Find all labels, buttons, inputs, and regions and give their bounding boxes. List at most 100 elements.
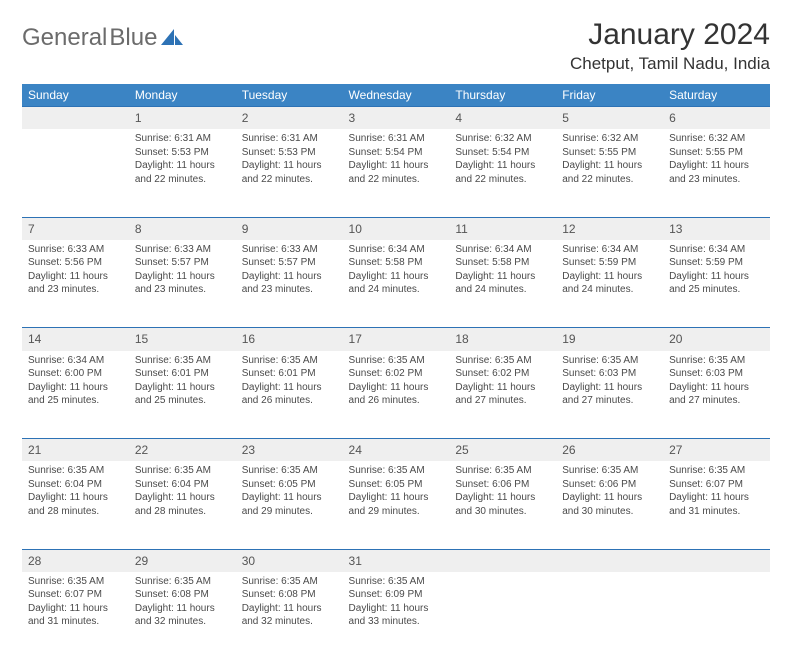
day-number-cell: 7 xyxy=(22,217,129,240)
cell-sunrise: Sunrise: 6:32 AM xyxy=(669,132,764,146)
cell-day1: Daylight: 11 hours xyxy=(28,381,123,395)
cell-day1: Daylight: 11 hours xyxy=(28,491,123,505)
title-block: January 2024 Chetput, Tamil Nadu, India xyxy=(570,18,770,74)
cell-day1: Daylight: 11 hours xyxy=(28,602,123,616)
cell-day2: and 23 minutes. xyxy=(669,173,764,187)
day-content-cell: Sunrise: 6:34 AMSunset: 6:00 PMDaylight:… xyxy=(22,351,129,439)
cell-sunrise: Sunrise: 6:35 AM xyxy=(28,464,123,478)
cell-day1: Daylight: 11 hours xyxy=(562,270,657,284)
day-number-cell: 9 xyxy=(236,217,343,240)
cell-sunset: Sunset: 6:00 PM xyxy=(28,367,123,381)
cell-day2: and 22 minutes. xyxy=(562,173,657,187)
cell-day2: and 28 minutes. xyxy=(135,505,230,519)
cell-sunset: Sunset: 5:54 PM xyxy=(349,146,444,160)
day-number-cell: 25 xyxy=(449,439,556,462)
cell-day2: and 29 minutes. xyxy=(242,505,337,519)
cell-day2: and 27 minutes. xyxy=(669,394,764,408)
cell-sunset: Sunset: 6:02 PM xyxy=(349,367,444,381)
day-content-cell: Sunrise: 6:31 AMSunset: 5:54 PMDaylight:… xyxy=(343,129,450,217)
day-content-row: Sunrise: 6:35 AMSunset: 6:04 PMDaylight:… xyxy=(22,461,770,549)
cell-sunset: Sunset: 6:04 PM xyxy=(28,478,123,492)
cell-day1: Daylight: 11 hours xyxy=(349,381,444,395)
day-number-row: 14151617181920 xyxy=(22,328,770,351)
weekday-header: Friday xyxy=(556,84,663,107)
day-content-row: Sunrise: 6:34 AMSunset: 6:00 PMDaylight:… xyxy=(22,351,770,439)
cell-sunset: Sunset: 5:57 PM xyxy=(135,256,230,270)
cell-sunset: Sunset: 6:03 PM xyxy=(669,367,764,381)
day-content-cell: Sunrise: 6:34 AMSunset: 5:58 PMDaylight:… xyxy=(449,240,556,328)
day-number-cell: 30 xyxy=(236,549,343,572)
cell-sunrise: Sunrise: 6:35 AM xyxy=(669,464,764,478)
day-number-cell: 17 xyxy=(343,328,450,351)
month-title: January 2024 xyxy=(570,18,770,52)
day-number-cell: 19 xyxy=(556,328,663,351)
cell-day1: Daylight: 11 hours xyxy=(242,270,337,284)
cell-sunrise: Sunrise: 6:35 AM xyxy=(349,354,444,368)
day-content-cell: Sunrise: 6:34 AMSunset: 5:59 PMDaylight:… xyxy=(556,240,663,328)
day-number-cell: 1 xyxy=(129,107,236,130)
cell-sunset: Sunset: 6:04 PM xyxy=(135,478,230,492)
cell-sunrise: Sunrise: 6:31 AM xyxy=(242,132,337,146)
cell-sunset: Sunset: 6:02 PM xyxy=(455,367,550,381)
day-content-cell: Sunrise: 6:33 AMSunset: 5:57 PMDaylight:… xyxy=(129,240,236,328)
brand-word-1: General xyxy=(22,24,107,52)
cell-sunrise: Sunrise: 6:32 AM xyxy=(455,132,550,146)
day-content-cell: Sunrise: 6:35 AMSunset: 6:04 PMDaylight:… xyxy=(129,461,236,549)
cell-day2: and 23 minutes. xyxy=(242,283,337,297)
day-number-cell: 26 xyxy=(556,439,663,462)
day-content-cell: Sunrise: 6:35 AMSunset: 6:01 PMDaylight:… xyxy=(129,351,236,439)
cell-day1: Daylight: 11 hours xyxy=(455,381,550,395)
cell-day1: Daylight: 11 hours xyxy=(455,159,550,173)
day-content-cell xyxy=(22,129,129,217)
day-number-cell xyxy=(556,549,663,572)
cell-day1: Daylight: 11 hours xyxy=(349,159,444,173)
day-content-cell: Sunrise: 6:35 AMSunset: 6:05 PMDaylight:… xyxy=(343,461,450,549)
weekday-header-row: Sunday Monday Tuesday Wednesday Thursday… xyxy=(22,84,770,107)
cell-sunset: Sunset: 6:05 PM xyxy=(349,478,444,492)
cell-day1: Daylight: 11 hours xyxy=(455,270,550,284)
cell-sunrise: Sunrise: 6:35 AM xyxy=(242,354,337,368)
cell-sunset: Sunset: 5:58 PM xyxy=(349,256,444,270)
cell-day1: Daylight: 11 hours xyxy=(669,270,764,284)
day-number-cell: 4 xyxy=(449,107,556,130)
day-content-cell: Sunrise: 6:31 AMSunset: 5:53 PMDaylight:… xyxy=(236,129,343,217)
cell-day2: and 31 minutes. xyxy=(28,615,123,629)
cell-day1: Daylight: 11 hours xyxy=(135,381,230,395)
day-number-row: 28293031 xyxy=(22,549,770,572)
cell-day2: and 27 minutes. xyxy=(455,394,550,408)
cell-sunset: Sunset: 5:53 PM xyxy=(135,146,230,160)
cell-sunset: Sunset: 6:01 PM xyxy=(242,367,337,381)
weekday-header: Saturday xyxy=(663,84,770,107)
day-number-cell: 28 xyxy=(22,549,129,572)
cell-day1: Daylight: 11 hours xyxy=(349,270,444,284)
cell-sunset: Sunset: 6:06 PM xyxy=(562,478,657,492)
cell-sunrise: Sunrise: 6:31 AM xyxy=(135,132,230,146)
cell-sunrise: Sunrise: 6:34 AM xyxy=(669,243,764,257)
day-content-cell: Sunrise: 6:32 AMSunset: 5:55 PMDaylight:… xyxy=(556,129,663,217)
day-number-cell: 12 xyxy=(556,217,663,240)
cell-sunset: Sunset: 5:54 PM xyxy=(455,146,550,160)
day-number-cell: 18 xyxy=(449,328,556,351)
location-subtitle: Chetput, Tamil Nadu, India xyxy=(570,54,770,74)
cell-sunrise: Sunrise: 6:31 AM xyxy=(349,132,444,146)
day-number-row: 21222324252627 xyxy=(22,439,770,462)
day-number-cell: 15 xyxy=(129,328,236,351)
day-content-cell: Sunrise: 6:34 AMSunset: 5:58 PMDaylight:… xyxy=(343,240,450,328)
cell-sunrise: Sunrise: 6:33 AM xyxy=(135,243,230,257)
cell-day1: Daylight: 11 hours xyxy=(135,602,230,616)
cell-sunrise: Sunrise: 6:35 AM xyxy=(242,575,337,589)
day-content-cell: Sunrise: 6:32 AMSunset: 5:55 PMDaylight:… xyxy=(663,129,770,217)
day-number-cell xyxy=(663,549,770,572)
cell-day2: and 26 minutes. xyxy=(242,394,337,408)
cell-sunrise: Sunrise: 6:35 AM xyxy=(455,464,550,478)
day-number-row: 78910111213 xyxy=(22,217,770,240)
day-number-cell: 29 xyxy=(129,549,236,572)
day-content-cell: Sunrise: 6:35 AMSunset: 6:01 PMDaylight:… xyxy=(236,351,343,439)
cell-day2: and 31 minutes. xyxy=(669,505,764,519)
day-content-cell: Sunrise: 6:35 AMSunset: 6:02 PMDaylight:… xyxy=(343,351,450,439)
day-content-cell: Sunrise: 6:35 AMSunset: 6:03 PMDaylight:… xyxy=(663,351,770,439)
cell-sunset: Sunset: 5:58 PM xyxy=(455,256,550,270)
day-content-cell: Sunrise: 6:35 AMSunset: 6:09 PMDaylight:… xyxy=(343,572,450,660)
day-number-cell: 10 xyxy=(343,217,450,240)
day-content-cell xyxy=(449,572,556,660)
